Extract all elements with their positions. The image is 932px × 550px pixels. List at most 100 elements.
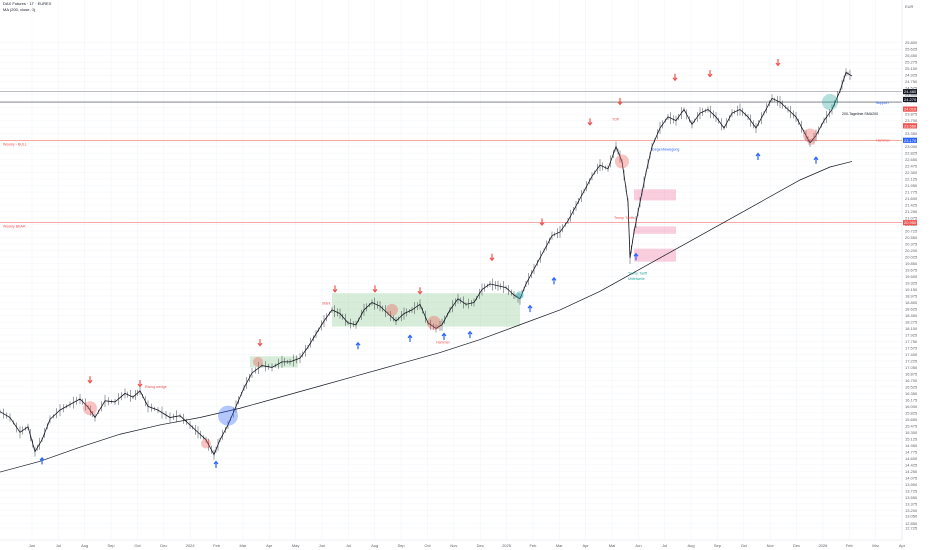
price-layer xyxy=(0,68,853,460)
x-tick-label: Dec xyxy=(477,543,484,548)
x-tick-label: Oct xyxy=(424,543,431,548)
y-tick-label: 25.275 xyxy=(905,60,918,65)
x-tick-label: Dec xyxy=(160,543,167,548)
highlight-circle xyxy=(615,154,629,169)
y-tick-label: 20.025 xyxy=(905,255,918,260)
price-tag-label: 24.480 xyxy=(904,89,917,94)
chart-annotation: Low xyxy=(808,142,815,146)
arrow-up-icon xyxy=(441,332,447,341)
highlight-circle xyxy=(427,315,441,330)
y-tick-label: 17.575 xyxy=(905,345,918,350)
y-tick-label: 16.350 xyxy=(905,391,918,396)
chart-annotation: Gegenbewegung xyxy=(652,147,679,151)
y-tick-label: 23.700 xyxy=(905,118,918,123)
y-tick-label: 13.050 xyxy=(905,513,918,518)
currency-label: EUR xyxy=(905,4,914,9)
y-tick-label: 21.425 xyxy=(905,203,918,208)
chart-legend[interactable]: DAX Futures · 1T · EUREX MA (200, close,… xyxy=(3,1,51,12)
arrow-down-icon xyxy=(372,285,378,293)
x-tick-label: Jul xyxy=(346,543,351,548)
x-tick-label: Jun xyxy=(319,543,325,548)
y-tick-label: 15.475 xyxy=(905,423,918,428)
y-tick-label: 16.525 xyxy=(905,384,918,389)
x-tick-label: 2026 xyxy=(818,543,828,548)
y-tick-label: 13.725 xyxy=(905,488,918,493)
ma-layer xyxy=(0,161,853,473)
y-tick-label: 18.275 xyxy=(905,319,918,324)
highlight-circle xyxy=(386,303,398,316)
y-tick-label: 19.500 xyxy=(905,274,918,279)
x-tick-label: 2025 xyxy=(502,543,512,548)
y-tick-label: 20.200 xyxy=(905,248,918,253)
y-tick-label: 22.650 xyxy=(905,157,918,162)
y-tick-label: 21.075 xyxy=(905,216,918,221)
y-tick-label: 22.300 xyxy=(905,170,918,175)
y-tick-label: 15.825 xyxy=(905,410,918,415)
highlight-circle xyxy=(201,438,211,449)
x-tick-label: Aug xyxy=(371,543,378,548)
highlight-circle xyxy=(516,291,524,300)
y-tick-label: 15.300 xyxy=(905,430,918,435)
price-tag-label: 23.170 xyxy=(904,138,917,143)
zone-box xyxy=(250,356,298,368)
y-tick-label: 22.125 xyxy=(905,177,918,182)
arrow-down-icon xyxy=(489,253,495,262)
y-tick-label: 20.375 xyxy=(905,242,918,247)
chart-annotation: Mittelwelle xyxy=(628,277,645,281)
annotations-layer: Rising wedge Stärk Hammer TOP Trump TariffMi… xyxy=(145,112,878,389)
x-tick-label: 2024 xyxy=(186,543,196,548)
y-tick-label: 12.850 xyxy=(905,521,918,526)
price-tag xyxy=(903,96,917,103)
arrow-down-icon xyxy=(332,285,338,293)
y-tick-label: 18.800 xyxy=(905,300,918,305)
y-tick-label: 22.825 xyxy=(905,151,918,156)
arrow-up-icon xyxy=(633,252,639,261)
right-level-label: Support xyxy=(876,101,889,105)
y-tick-label: 19.675 xyxy=(905,268,918,273)
y-tick-label: 20.550 xyxy=(905,235,918,240)
legend-indicator: MA (200, close, 0) xyxy=(3,6,36,12)
grid-lines xyxy=(0,0,903,540)
y-tick-label: 13.550 xyxy=(905,495,918,500)
y-tick-label: 16.175 xyxy=(905,397,918,402)
price-tag xyxy=(903,220,917,226)
y-tick-label: 17.050 xyxy=(905,365,918,370)
y-tick-label: 23.000 xyxy=(905,144,918,149)
highlight-circle xyxy=(803,128,817,143)
chart-annotation: Trump Tariffs xyxy=(614,216,635,220)
zones-layer xyxy=(250,189,676,368)
x-tick-label: May xyxy=(292,543,300,548)
y-tick-label: 14.775 xyxy=(905,449,918,454)
y-tick-label: 23.875 xyxy=(905,112,918,117)
x-tick-label: Mar xyxy=(556,543,564,548)
y-tick-label: 24.750 xyxy=(905,79,918,84)
x-tick-label: Mrz xyxy=(872,543,879,548)
x-tick-label: Nov xyxy=(767,543,774,548)
arrow-up-icon xyxy=(39,456,45,465)
price-tag-label: 24.270 xyxy=(904,97,917,102)
arrow-up-icon xyxy=(407,334,413,342)
x-tick-label: Sep xyxy=(108,543,116,548)
x-tick-label: Jun xyxy=(29,543,35,548)
y-tick-label: 17.750 xyxy=(905,339,918,344)
arrow-down-icon xyxy=(257,339,263,347)
arrow-up-icon xyxy=(355,341,361,350)
y-tick-label: 25.450 xyxy=(905,53,918,58)
x-tick-label: Mar xyxy=(239,543,247,548)
circles-layer xyxy=(83,94,838,449)
chart-annotation: Stärk xyxy=(322,301,331,305)
zone-box xyxy=(634,226,676,234)
price-line xyxy=(0,71,853,456)
y-tick-label: 13.200 xyxy=(905,508,918,513)
x-tick-label: Apr xyxy=(266,543,273,548)
y-tick-label: 14.250 xyxy=(905,469,918,474)
y-tick-label: 17.225 xyxy=(905,358,918,363)
y-tick-label: 14.425 xyxy=(905,462,918,467)
arrow-down-icon xyxy=(137,379,143,388)
y-tick-label: 18.450 xyxy=(905,313,918,318)
price-tag xyxy=(903,137,917,143)
chart-annotation: TOP xyxy=(612,118,620,122)
